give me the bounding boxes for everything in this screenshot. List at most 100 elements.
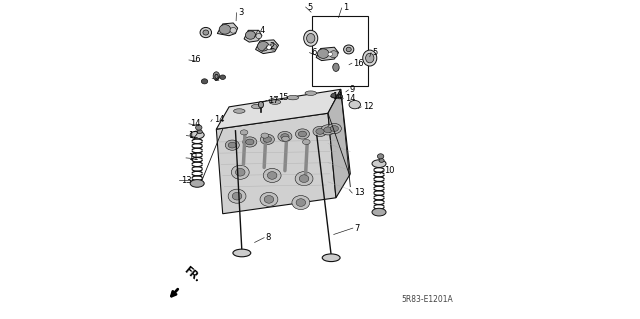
Ellipse shape bbox=[225, 140, 239, 150]
Ellipse shape bbox=[321, 125, 335, 135]
Ellipse shape bbox=[260, 192, 278, 206]
Text: 17: 17 bbox=[268, 96, 279, 105]
Ellipse shape bbox=[346, 47, 351, 52]
Text: 13: 13 bbox=[181, 176, 191, 185]
Ellipse shape bbox=[269, 44, 277, 50]
Polygon shape bbox=[316, 47, 339, 61]
Ellipse shape bbox=[349, 100, 360, 109]
Ellipse shape bbox=[344, 45, 354, 54]
Ellipse shape bbox=[363, 50, 377, 66]
Ellipse shape bbox=[304, 30, 318, 46]
Ellipse shape bbox=[313, 126, 327, 137]
Ellipse shape bbox=[281, 134, 289, 139]
Ellipse shape bbox=[261, 133, 269, 138]
Ellipse shape bbox=[324, 127, 332, 133]
Text: 4: 4 bbox=[259, 26, 265, 35]
Text: 11: 11 bbox=[188, 153, 198, 162]
Ellipse shape bbox=[296, 199, 306, 206]
Ellipse shape bbox=[230, 27, 236, 33]
Ellipse shape bbox=[365, 53, 374, 63]
Ellipse shape bbox=[203, 30, 209, 35]
Text: 14: 14 bbox=[214, 115, 224, 124]
Text: 10: 10 bbox=[385, 166, 395, 175]
Ellipse shape bbox=[378, 154, 384, 159]
Ellipse shape bbox=[228, 189, 246, 203]
Ellipse shape bbox=[245, 31, 255, 39]
Ellipse shape bbox=[287, 95, 299, 100]
Ellipse shape bbox=[295, 172, 313, 186]
Ellipse shape bbox=[372, 208, 386, 216]
Text: FR.: FR. bbox=[182, 265, 202, 285]
Ellipse shape bbox=[231, 165, 249, 179]
Ellipse shape bbox=[298, 131, 307, 137]
Text: 5: 5 bbox=[307, 3, 312, 11]
Polygon shape bbox=[244, 30, 262, 42]
Ellipse shape bbox=[264, 196, 274, 203]
Ellipse shape bbox=[190, 131, 204, 139]
Ellipse shape bbox=[220, 75, 225, 79]
Ellipse shape bbox=[197, 130, 202, 134]
Ellipse shape bbox=[259, 101, 264, 108]
Ellipse shape bbox=[234, 109, 245, 113]
Ellipse shape bbox=[246, 139, 254, 145]
Ellipse shape bbox=[372, 160, 386, 167]
Text: 16: 16 bbox=[191, 56, 201, 64]
Ellipse shape bbox=[331, 93, 337, 98]
Ellipse shape bbox=[243, 137, 257, 147]
Text: 15: 15 bbox=[278, 93, 289, 102]
Ellipse shape bbox=[263, 168, 281, 182]
Ellipse shape bbox=[328, 52, 332, 56]
Ellipse shape bbox=[305, 91, 317, 95]
Text: 13: 13 bbox=[354, 189, 364, 197]
Ellipse shape bbox=[236, 168, 245, 176]
Ellipse shape bbox=[278, 131, 292, 142]
Text: 6: 6 bbox=[311, 48, 316, 57]
Text: 3: 3 bbox=[238, 8, 243, 17]
Text: 2: 2 bbox=[269, 42, 274, 51]
Ellipse shape bbox=[330, 51, 338, 58]
Ellipse shape bbox=[300, 175, 309, 182]
Ellipse shape bbox=[317, 49, 329, 58]
Polygon shape bbox=[328, 89, 350, 198]
Polygon shape bbox=[218, 23, 237, 36]
Ellipse shape bbox=[196, 125, 202, 130]
Ellipse shape bbox=[327, 123, 341, 134]
Ellipse shape bbox=[202, 79, 208, 84]
Text: 5: 5 bbox=[372, 48, 378, 57]
Ellipse shape bbox=[200, 27, 212, 38]
Ellipse shape bbox=[257, 41, 269, 51]
Ellipse shape bbox=[190, 180, 204, 187]
Ellipse shape bbox=[213, 72, 220, 80]
Text: 9: 9 bbox=[214, 74, 219, 83]
Ellipse shape bbox=[322, 254, 340, 262]
Text: 12: 12 bbox=[188, 131, 198, 140]
Bar bbox=[312, 16, 368, 86]
Text: 16: 16 bbox=[353, 59, 364, 68]
Ellipse shape bbox=[260, 134, 275, 145]
Text: 14: 14 bbox=[332, 92, 342, 101]
Polygon shape bbox=[216, 113, 336, 214]
Ellipse shape bbox=[296, 129, 310, 139]
Ellipse shape bbox=[337, 94, 342, 99]
Ellipse shape bbox=[233, 249, 251, 257]
Ellipse shape bbox=[379, 159, 384, 162]
Ellipse shape bbox=[330, 126, 339, 131]
Ellipse shape bbox=[252, 104, 263, 109]
Ellipse shape bbox=[256, 33, 262, 39]
Ellipse shape bbox=[266, 45, 271, 49]
Ellipse shape bbox=[303, 139, 310, 145]
Text: 9: 9 bbox=[350, 85, 355, 94]
Ellipse shape bbox=[268, 172, 277, 179]
Ellipse shape bbox=[219, 25, 230, 34]
Ellipse shape bbox=[307, 33, 315, 43]
Text: 1: 1 bbox=[343, 4, 349, 12]
Text: 5R83-E1201A: 5R83-E1201A bbox=[401, 295, 453, 304]
Ellipse shape bbox=[282, 136, 289, 141]
Polygon shape bbox=[216, 89, 340, 129]
Text: 7: 7 bbox=[355, 224, 360, 233]
Text: 14: 14 bbox=[345, 94, 355, 103]
Ellipse shape bbox=[240, 130, 248, 135]
Ellipse shape bbox=[333, 63, 339, 71]
Ellipse shape bbox=[316, 129, 324, 134]
Ellipse shape bbox=[228, 142, 236, 148]
